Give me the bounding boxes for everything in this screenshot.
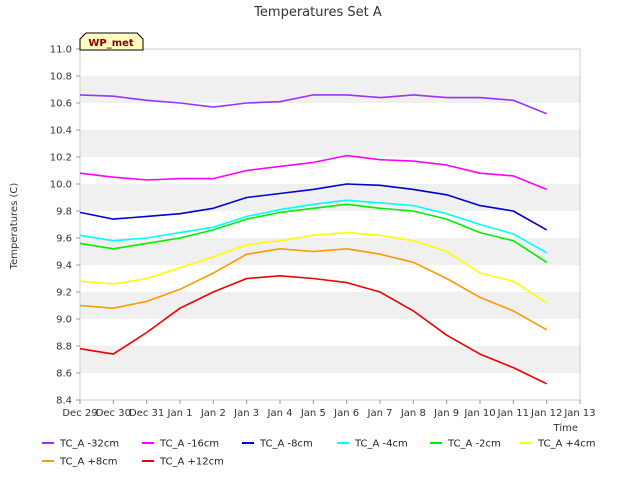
y-tick-label: 10.4 — [50, 126, 72, 137]
x-tick-label: Jan 7 — [367, 408, 393, 419]
x-axis-title: Time — [553, 423, 578, 434]
series-lines — [79, 94, 548, 385]
legend-item: TC_A -16cm — [142, 439, 219, 450]
x-tick-label: Jan 5 — [300, 408, 326, 419]
grid-band — [80, 319, 580, 346]
legend-label: TC_A -4cm — [354, 439, 408, 450]
series-line-0 — [79, 94, 547, 115]
x-tick-label: Dec 30 — [96, 408, 131, 419]
legend: TC_A -32cm TC_A -16cm TC_A -8cm TC_A -4cm TC… — [42, 439, 596, 468]
x-tick-label: Jan 6 — [333, 408, 359, 419]
y-tick-label: 10.8 — [50, 72, 72, 83]
legend-item: TC_A -4cm — [337, 439, 408, 450]
y-axis-title: Temperatures (C) — [9, 183, 20, 271]
y-tick-label: 8.6 — [56, 369, 72, 380]
x-tick-label: Jan 11 — [497, 408, 529, 419]
y-tick-label: 10.6 — [50, 99, 72, 110]
legend-item: TC_A -32cm — [42, 439, 119, 450]
badge-label: WP_met — [88, 38, 134, 49]
badge-shape — [79, 32, 144, 51]
y-tick-label: 10.2 — [50, 153, 72, 164]
grid-band — [80, 130, 580, 157]
legend-label: TC_A -2cm — [447, 439, 501, 450]
legend-label: TC_A -16cm — [159, 439, 219, 450]
series-line-2 — [79, 183, 548, 231]
plot-border — [79, 48, 581, 401]
x-tick-label: Jan 4 — [267, 408, 293, 419]
y-tick-label: 8.8 — [56, 342, 72, 353]
y-tick-label: 9.2 — [56, 288, 72, 299]
x-tick-label: Dec 31 — [129, 408, 164, 419]
legend-label: TC_A +4cm — [537, 439, 596, 450]
series-line-5 — [79, 231, 548, 304]
grid-band — [80, 103, 580, 130]
y-tick-label: 10.0 — [50, 180, 72, 191]
legend-item: TC_A +4cm — [520, 439, 596, 450]
legend-item: TC_A -8cm — [242, 439, 313, 450]
legend-label: TC_A +8cm — [59, 457, 118, 468]
grid-band — [80, 373, 580, 400]
x-tick-label: Jan 2 — [200, 408, 226, 419]
y-tick-label: 11.0 — [50, 45, 72, 56]
grid-band — [80, 265, 580, 292]
legend-label: TC_A -8cm — [259, 439, 313, 450]
series-line-1 — [79, 154, 547, 191]
y-axis: 8.4 8.6 8.8 9.0 9.2 9.4 9.6 9.8 10.0 10.2 10.4 10.6… — [50, 45, 80, 407]
x-tick-label: Jan 1 — [167, 408, 193, 419]
grid-band — [80, 238, 580, 265]
legend-item: TC_A +8cm — [42, 457, 118, 468]
x-tick-label: Jan 12 — [530, 408, 562, 419]
grid-band — [80, 292, 580, 319]
chart-title: Temperatures Set A — [253, 5, 382, 20]
series-line-7 — [79, 275, 548, 385]
station-badge: WP_met — [79, 32, 144, 51]
x-tick-label: Jan 3 — [233, 408, 259, 419]
x-tick-label: Jan 13 — [563, 408, 595, 419]
legend-label: TC_A +12cm — [159, 457, 224, 468]
y-tick-label: 9.6 — [56, 234, 72, 245]
plot-frame — [79, 48, 581, 401]
legend-item: TC_A +12cm — [142, 457, 224, 468]
series-line-4 — [79, 203, 548, 263]
x-tick-label: Jan 8 — [400, 408, 426, 419]
x-tick-label: Dec 29 — [62, 408, 97, 419]
series-line-3 — [79, 199, 548, 254]
series-line-6 — [79, 248, 548, 331]
y-tick-label: 9.0 — [56, 315, 72, 326]
legend-item: TC_A -2cm — [430, 439, 501, 450]
grid-band — [80, 346, 580, 373]
y-tick-label: 8.4 — [56, 396, 72, 407]
x-tick-label: Jan 10 — [463, 408, 495, 419]
legend-label: TC_A -32cm — [59, 439, 119, 450]
y-tick-label: 9.4 — [56, 261, 72, 272]
grid-band — [80, 49, 580, 76]
y-tick-label: 9.8 — [56, 207, 72, 218]
x-tick-label: Jan 9 — [433, 408, 459, 419]
